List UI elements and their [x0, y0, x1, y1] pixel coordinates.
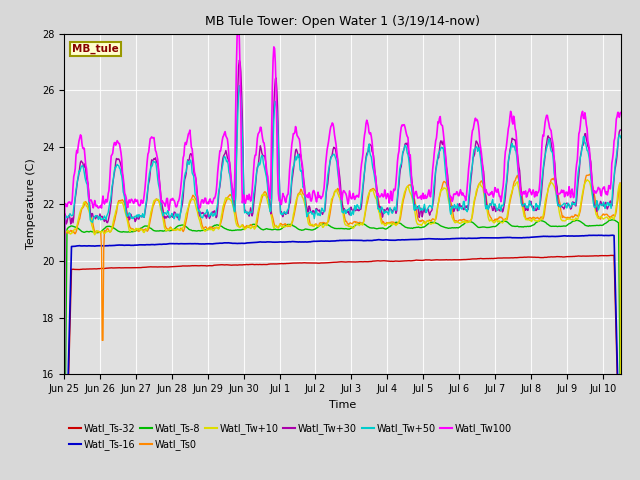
Line: Watl_Ts-8: Watl_Ts-8: [64, 220, 621, 480]
Watl_Ts-32: [460, 257, 467, 263]
X-axis label: Time: Time: [329, 400, 356, 409]
Watl_Ts-16: [460, 236, 467, 241]
Watl_Tw+10: [63, 229, 70, 235]
Watl_Ts0: [617, 395, 625, 400]
Watl_Tw+10: [473, 186, 481, 192]
Watl_Ts-16: [63, 447, 70, 453]
Watl_Ts0: [460, 216, 467, 222]
Watl_Ts-8: [460, 222, 467, 228]
Watl_Tw+50: [236, 83, 243, 89]
Watl_Tw+50: [138, 213, 146, 219]
Watl_Tw+50: [319, 208, 327, 214]
Line: Watl_Ts0: Watl_Ts0: [64, 174, 621, 432]
Watl_Tw100: [474, 118, 481, 124]
Watl_Ts0: [586, 171, 594, 177]
Watl_Tw+10: [138, 227, 146, 233]
Watl_Tw+50: [63, 213, 70, 219]
Watl_Ts0: [63, 230, 70, 236]
Text: MB_tule: MB_tule: [72, 44, 119, 54]
Watl_Ts-32: [609, 252, 617, 258]
Watl_Ts-16: [473, 235, 481, 241]
Watl_Tw100: [298, 162, 306, 168]
Title: MB Tule Tower: Open Water 1 (3/19/14-now): MB Tule Tower: Open Water 1 (3/19/14-now…: [205, 15, 480, 28]
Watl_Ts-16: [138, 242, 146, 248]
Watl_Ts-32: [473, 256, 481, 262]
Line: Watl_Tw100: Watl_Tw100: [64, 21, 621, 480]
Watl_Tw+50: [298, 176, 306, 182]
Watl_Tw+10: [460, 218, 467, 224]
Watl_Ts-8: [608, 217, 616, 223]
Watl_Tw+30: [63, 221, 70, 227]
Legend: Watl_Ts-32, Watl_Ts-16, Watl_Ts-8, Watl_Ts0, Watl_Tw+10, Watl_Tw+30, Watl_Tw+50,: Watl_Ts-32, Watl_Ts-16, Watl_Ts-8, Watl_…: [69, 423, 512, 450]
Watl_Tw+30: [138, 214, 146, 220]
Watl_Tw100: [138, 198, 146, 204]
Watl_Ts0: [319, 220, 326, 226]
Watl_Tw+10: [617, 396, 625, 402]
Watl_Tw+10: [319, 225, 326, 230]
Watl_Tw+50: [617, 135, 625, 141]
Watl_Ts-16: [609, 232, 616, 238]
Watl_Tw+30: [319, 209, 327, 215]
Watl_Tw+10: [298, 192, 305, 197]
Watl_Tw+10: [60, 428, 68, 434]
Watl_Ts-16: [298, 239, 305, 245]
Line: Watl_Ts-32: Watl_Ts-32: [64, 255, 621, 480]
Line: Watl_Ts-16: Watl_Ts-16: [64, 235, 621, 480]
Watl_Ts0: [298, 187, 305, 193]
Watl_Ts-32: [63, 462, 70, 468]
Watl_Ts0: [60, 429, 68, 435]
Watl_Tw+50: [474, 148, 481, 154]
Watl_Ts-8: [473, 223, 481, 229]
Watl_Tw100: [63, 203, 70, 209]
Watl_Tw100: [460, 193, 468, 199]
Watl_Ts-8: [138, 225, 146, 231]
Watl_Ts-16: [319, 238, 326, 244]
Watl_Tw100: [234, 18, 242, 24]
Watl_Tw100: [617, 110, 625, 116]
Watl_Tw+30: [298, 165, 306, 171]
Watl_Tw+30: [236, 57, 243, 63]
Watl_Tw+50: [460, 198, 468, 204]
Line: Watl_Tw+30: Watl_Tw+30: [64, 60, 621, 480]
Line: Watl_Tw+50: Watl_Tw+50: [64, 86, 621, 480]
Watl_Ts-32: [319, 260, 326, 266]
Line: Watl_Tw+10: Watl_Tw+10: [64, 180, 621, 431]
Watl_Tw+30: [474, 141, 481, 146]
Watl_Ts-8: [63, 302, 70, 308]
Watl_Ts-32: [298, 260, 305, 266]
Watl_Ts-8: [298, 228, 305, 233]
Watl_Tw+10: [583, 177, 591, 182]
Watl_Ts0: [473, 188, 481, 194]
Watl_Ts-8: [617, 448, 625, 454]
Watl_Tw100: [319, 189, 327, 195]
Watl_Ts-32: [138, 264, 146, 270]
Y-axis label: Temperature (C): Temperature (C): [26, 158, 36, 250]
Watl_Ts0: [138, 227, 146, 232]
Watl_Ts-8: [319, 221, 326, 227]
Watl_Tw+30: [617, 127, 625, 133]
Watl_Tw+30: [460, 206, 468, 212]
